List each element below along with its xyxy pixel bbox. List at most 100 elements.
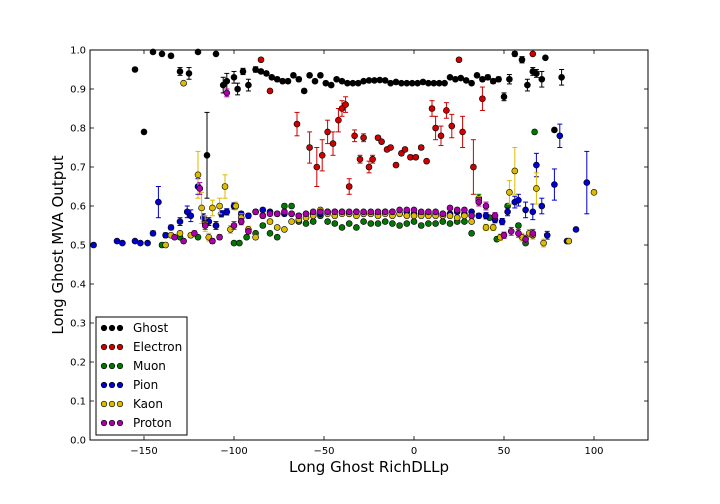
y-tick-label: 0.0 [70, 436, 86, 447]
data-point [231, 223, 237, 229]
data-point [240, 68, 246, 74]
data-point [539, 76, 545, 82]
data-point [339, 224, 345, 230]
data-point [260, 223, 266, 229]
data-point [420, 79, 426, 85]
data-point [274, 234, 280, 240]
data-point [274, 224, 280, 230]
y-tick-label: 1.0 [70, 46, 86, 57]
data-point [132, 67, 138, 73]
data-point [281, 203, 287, 209]
data-point [285, 78, 291, 84]
data-point [499, 219, 505, 225]
data-point [508, 228, 514, 234]
data-point [346, 209, 352, 215]
data-point [404, 207, 410, 213]
data-point [181, 238, 187, 244]
data-point [524, 82, 530, 88]
y-tick-label: 0.7 [70, 163, 86, 174]
x-axis-title: Long Ghost RichDLLp [289, 458, 449, 476]
data-point [253, 234, 259, 240]
data-point [442, 80, 448, 86]
data-point [224, 90, 230, 96]
data-point [186, 70, 192, 76]
x-tick-label: −150 [130, 446, 157, 457]
data-point [506, 76, 512, 82]
data-point [566, 238, 572, 244]
data-point [361, 135, 367, 141]
data-point [479, 76, 485, 82]
data-point [217, 234, 223, 240]
data-point [539, 203, 545, 209]
y-tick-label: 0.5 [70, 241, 86, 252]
data-point [490, 224, 496, 230]
data-point [512, 168, 518, 174]
data-point [357, 156, 363, 162]
data-point [461, 213, 467, 219]
data-point [267, 219, 273, 225]
data-point [172, 234, 178, 240]
data-point [177, 68, 183, 74]
data-point [557, 133, 563, 139]
data-point [490, 78, 496, 84]
data-point [458, 75, 464, 81]
data-point [202, 223, 208, 229]
data-point [188, 213, 194, 219]
data-point [456, 57, 462, 63]
data-point [361, 219, 367, 225]
x-tick-label: 50 [498, 446, 511, 457]
data-point [584, 180, 590, 186]
data-point [418, 209, 424, 215]
data-point [447, 213, 453, 219]
data-point [236, 240, 242, 246]
y-tick-label: 0.6 [70, 202, 86, 213]
data-point [114, 238, 120, 244]
data-point [177, 230, 183, 236]
data-point [332, 209, 338, 215]
data-point [353, 209, 359, 215]
data-point [591, 189, 597, 195]
data-point [260, 207, 266, 213]
data-point [382, 77, 388, 83]
data-point [389, 209, 395, 215]
data-point [191, 230, 197, 236]
data-point [245, 228, 251, 234]
legend-label: Kaon [133, 397, 163, 411]
data-point [501, 94, 507, 100]
data-point [411, 219, 417, 225]
data-point [258, 57, 264, 63]
data-point [213, 51, 219, 57]
data-point [523, 207, 529, 213]
data-point [289, 211, 295, 217]
data-point [519, 57, 525, 63]
data-point [155, 199, 161, 205]
data-point [533, 185, 539, 191]
legend-marker [109, 344, 115, 350]
data-point [454, 207, 460, 213]
data-point [204, 152, 210, 158]
data-point [312, 78, 318, 84]
data-point [343, 102, 349, 108]
data-point [213, 223, 219, 229]
data-point [443, 107, 449, 113]
data-point [231, 74, 237, 80]
legend-marker [101, 382, 107, 388]
data-point [328, 82, 334, 88]
data-point [476, 213, 482, 219]
data-point [371, 77, 377, 83]
data-point [379, 139, 385, 145]
data-point [119, 240, 125, 246]
data-point [415, 80, 421, 86]
data-point [168, 224, 174, 230]
data-point [368, 209, 374, 215]
data-point [461, 207, 467, 213]
data-point [325, 219, 331, 225]
data-point [366, 164, 372, 170]
data-point [310, 219, 316, 225]
data-point [404, 213, 410, 219]
data-point [217, 203, 223, 209]
data-point [307, 72, 313, 78]
data-point [159, 51, 165, 57]
data-point [469, 80, 475, 86]
data-point [452, 76, 458, 82]
